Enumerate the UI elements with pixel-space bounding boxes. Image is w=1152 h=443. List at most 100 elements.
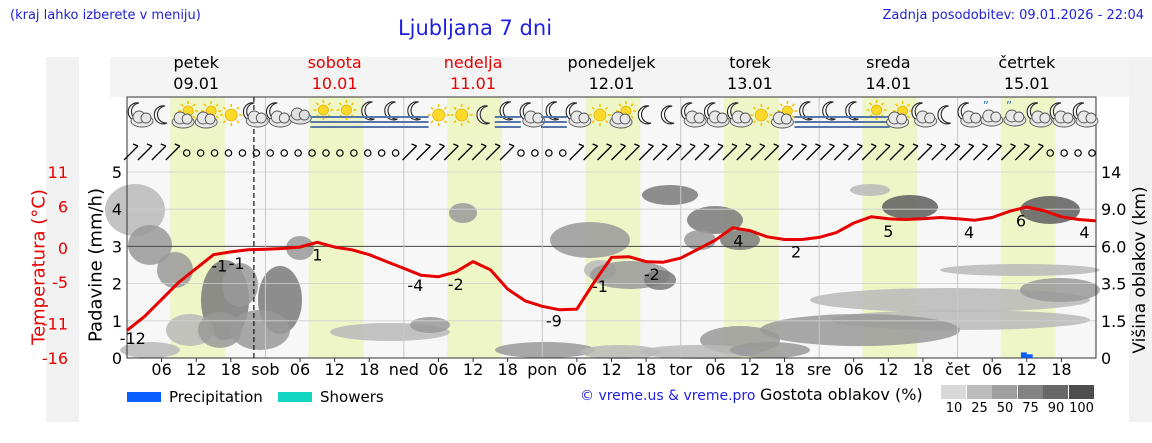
wind-barb <box>833 145 849 161</box>
cloud-density-area <box>640 345 760 359</box>
temperature-data-label: -1 <box>229 254 245 273</box>
wind-barb <box>457 145 473 161</box>
cloud-density-area <box>810 288 1090 312</box>
copyright-link[interactable]: © vreme.us & vreme.pro <box>580 388 756 404</box>
moon-cloud-icon <box>127 102 154 128</box>
precipitation-bar <box>1026 354 1033 358</box>
fog-sun-icon <box>310 100 337 128</box>
cloud-density-area <box>720 230 760 250</box>
day-abbrev-label: ned <box>389 360 419 379</box>
temperature-data-label: -1 <box>592 277 608 296</box>
hour-tick-label: 06 <box>151 360 171 379</box>
temperature-data-label: 4 <box>1079 223 1089 242</box>
density-swatch <box>1017 385 1043 399</box>
moon-cloud-icon <box>565 102 592 128</box>
wind-calm-marker <box>238 149 247 157</box>
wind-barb-flag <box>1038 143 1044 147</box>
sun-icon <box>588 104 611 126</box>
density-swatch <box>966 385 992 399</box>
moon-cloud-icon <box>266 102 292 128</box>
cloud-height-tick-label: 1.5 <box>1101 312 1126 331</box>
wind-barb-flag <box>689 143 696 147</box>
moon-fog-icon <box>540 101 567 128</box>
moon-fog-icon <box>356 101 383 128</box>
partly-cloudy-sun-icon <box>770 101 798 129</box>
moon-icon <box>937 105 951 125</box>
density-swatch <box>992 385 1017 399</box>
wind-calm-marker <box>280 149 289 157</box>
wind-barb-flag <box>146 143 153 147</box>
moon-cloud-icon <box>957 102 984 128</box>
wind-barb <box>903 145 919 161</box>
wind-calm-marker <box>558 149 567 157</box>
day-name-label: sobota <box>308 53 362 72</box>
cloud-density-title: Gostota oblakov (%) <box>760 385 923 404</box>
wind-barb <box>931 145 947 161</box>
partly-cloudy-sun-icon <box>171 101 199 129</box>
moon-cloud-icon <box>1072 102 1099 128</box>
legend-showers-label: Showers <box>320 388 384 406</box>
temperature-data-label: -2 <box>448 275 464 294</box>
moon-icon <box>476 105 490 125</box>
precipitation-tick-label: 5 <box>112 163 122 182</box>
wind-barb-flag <box>801 143 807 147</box>
day-abbrev-label: tor <box>669 360 692 379</box>
wind-calm-marker <box>1060 149 1068 157</box>
wind-barb <box>945 145 961 161</box>
legend-precipitation: Precipitation <box>127 388 263 406</box>
precipitation-tick-label: 0 <box>112 349 122 368</box>
precipitation-tick-label: 3 <box>112 237 122 256</box>
wind-barb <box>805 145 821 161</box>
temperature-data-label: 1 <box>312 245 322 264</box>
wind-barb <box>875 145 891 161</box>
wind-calm-marker <box>308 149 316 157</box>
left-axis-band <box>46 57 79 422</box>
legend-showers: Showers <box>278 388 384 406</box>
density-label: 10 <box>945 401 963 416</box>
cloud-density-area <box>105 184 165 236</box>
wind-barb <box>443 145 459 161</box>
wind-calm-marker <box>210 149 219 157</box>
cloud-density-area <box>882 195 938 219</box>
wind-barb-flag <box>494 143 501 147</box>
wind-calm-marker <box>294 149 302 157</box>
wind-calm-marker <box>377 149 386 157</box>
temperature-tick-label: -5 <box>52 273 68 292</box>
cloud-density-area <box>1020 278 1100 302</box>
density-label: 50 <box>996 401 1014 416</box>
temperature-tick-label: -11 <box>42 315 68 334</box>
wind-barb-flag <box>439 143 445 147</box>
cloud-density-area <box>644 270 676 290</box>
wind-barb <box>666 145 682 161</box>
day-date-label: 13.01 <box>727 74 773 93</box>
wind-barb-flag <box>648 143 654 147</box>
day-header-background <box>110 57 1129 97</box>
cloud-density-area <box>940 264 1100 276</box>
wind-calm-marker <box>363 149 372 157</box>
wind-calm-marker <box>266 149 275 157</box>
wind-calm-marker <box>182 149 191 157</box>
wind-barb <box>638 145 654 161</box>
moon-cloud-icon <box>680 102 707 128</box>
wind-barb-flag <box>926 143 933 147</box>
wind-barb-flag <box>1010 143 1016 147</box>
wind-barb-flag <box>425 143 431 147</box>
wind-barb <box>471 145 487 161</box>
day-name-label: torek <box>729 53 771 72</box>
wind-barb <box>1000 145 1016 161</box>
wind-barb <box>987 145 1002 161</box>
wind-barb <box>973 145 989 161</box>
wind-barb-flag <box>870 143 877 147</box>
hour-tick-label: 12 <box>601 360 621 379</box>
cloud-density-area <box>760 314 960 346</box>
partly-cloudy-sun-icon <box>886 101 913 129</box>
density-swatch <box>1043 385 1068 399</box>
sun-icon <box>750 104 773 126</box>
wind-barb-flag <box>815 143 821 147</box>
moon-cloud-icon <box>727 102 753 128</box>
wind-barb-flag <box>856 143 863 147</box>
precipitation-bar <box>1020 352 1027 358</box>
wind-barb <box>569 145 585 161</box>
wind-barb <box>680 145 696 161</box>
wind-barb-flag <box>912 143 919 147</box>
